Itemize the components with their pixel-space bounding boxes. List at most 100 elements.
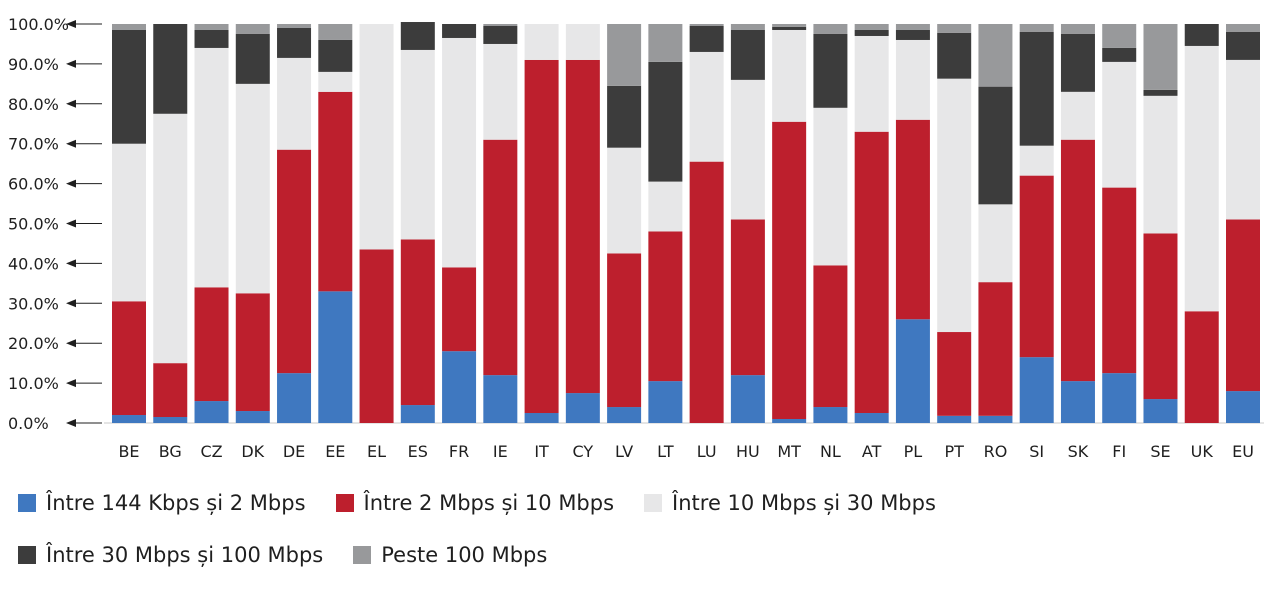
bar-segment — [1226, 219, 1260, 392]
bar-segment — [813, 107, 848, 266]
bar-segment — [813, 265, 848, 408]
legend-swatch — [644, 494, 663, 512]
bar-segment — [524, 413, 559, 423]
bar-segment — [854, 35, 889, 132]
bar-segment — [400, 22, 435, 50]
bar-segment — [194, 47, 229, 288]
bar-segment — [730, 24, 765, 30]
legend-label: Între 30 Mbps și 100 Mbps — [46, 543, 324, 567]
legend-item: Între 144 Kbps și 2 Mbps — [18, 488, 306, 518]
bar-segment — [1060, 91, 1095, 140]
bar-segment — [1019, 31, 1054, 146]
bar-segment — [813, 407, 848, 423]
bar-segment — [1143, 233, 1178, 400]
bar-segment — [194, 401, 229, 423]
x-tick-label: IE — [493, 442, 508, 461]
legend-row: Între 144 Kbps și 2 Mbps Între 2 Mbps și … — [18, 488, 1258, 518]
bar-segment — [1019, 145, 1054, 176]
legend-label: Peste 100 Mbps — [381, 543, 548, 567]
bar-segment — [1143, 95, 1178, 234]
y-tick-arrow-icon — [66, 299, 76, 308]
bar-segment — [1184, 45, 1219, 312]
x-tick-label: MT — [777, 442, 801, 461]
bar-segment — [607, 24, 642, 86]
x-tick-label: FR — [449, 442, 469, 461]
bar-segment — [483, 24, 518, 26]
y-tick-arrow-icon — [66, 99, 76, 108]
bar-segment — [813, 33, 848, 108]
bar-segment — [1102, 47, 1137, 62]
legend-row: Între 30 Mbps și 100 Mbps Peste 100 Mbps — [18, 540, 1258, 570]
y-tick-arrow-icon — [66, 419, 76, 427]
bar-segment — [648, 24, 683, 62]
chart-legend: Între 144 Kbps și 2 Mbps Între 2 Mbps și … — [18, 488, 1258, 592]
y-tick-label: 20.0% — [8, 334, 59, 353]
bar-segment — [772, 419, 807, 423]
bar-segment — [607, 85, 642, 148]
bar-segment — [112, 29, 146, 144]
y-tick-arrow-icon — [66, 219, 76, 228]
bar-segment — [607, 147, 642, 254]
bar-segment — [112, 143, 146, 302]
bar-segment — [565, 24, 600, 60]
bar-segment — [689, 24, 724, 26]
x-tick-label: SK — [1068, 442, 1089, 461]
legend-label: Între 144 Kbps și 2 Mbps — [46, 491, 306, 515]
x-tick-label: EL — [367, 442, 386, 461]
bar-segment — [730, 219, 765, 376]
bar-segment — [1143, 24, 1178, 90]
x-tick-label: BG — [159, 442, 182, 461]
bar-segment — [1226, 391, 1260, 423]
bar-segment — [607, 253, 642, 408]
y-axis: 0.0% 10.0% 20.0% 30.0% 40.0% 50.0% 60.0% 70.0% 8… — [8, 15, 102, 433]
y-tick-arrow-icon — [66, 339, 76, 348]
x-tick-label: EE — [325, 442, 345, 461]
bar-segment — [112, 415, 146, 423]
bar-segment — [730, 375, 765, 423]
bar-segment — [112, 301, 146, 416]
bar-segment — [112, 24, 146, 30]
bar-segment — [1226, 59, 1260, 220]
bar-segment — [937, 24, 972, 33]
x-tick-label: DE — [283, 442, 305, 461]
bar-segment — [1060, 33, 1095, 92]
bar-segment — [689, 161, 724, 423]
legend-item: Între 10 Mbps și 30 Mbps — [644, 488, 936, 518]
x-tick-label: DK — [241, 442, 264, 461]
bar-segment — [277, 24, 312, 28]
bar-segment — [978, 415, 1013, 423]
y-tick-label: 70.0% — [8, 135, 59, 154]
y-tick-label: 60.0% — [8, 175, 59, 194]
y-tick-arrow-icon — [66, 20, 76, 28]
bar-segment — [400, 239, 435, 406]
bar-segment — [895, 39, 930, 120]
bar-segment — [442, 24, 477, 38]
y-tick-label: 90.0% — [8, 55, 59, 74]
x-tick-label: PL — [904, 442, 923, 461]
bar-segment — [277, 57, 312, 150]
bar-segment — [318, 39, 353, 72]
x-tick-label: UK — [1191, 442, 1214, 461]
bar-segment — [442, 351, 477, 423]
legend-swatch — [18, 494, 36, 512]
x-tick-label: LT — [657, 442, 674, 461]
y-tick-arrow-icon — [66, 59, 76, 68]
x-tick-label: EU — [1232, 442, 1254, 461]
bar-segment — [607, 407, 642, 423]
bar-segment — [1184, 24, 1219, 46]
y-tick-label: 30.0% — [8, 294, 59, 313]
x-tick-label: SI — [1029, 442, 1044, 461]
bar-segment — [1143, 89, 1178, 96]
bar-segment — [1184, 311, 1219, 423]
y-tick-label: 100.0% — [8, 15, 69, 34]
bar-segment — [1019, 24, 1054, 32]
y-tick-label: 0.0% — [8, 414, 49, 433]
legend-item: Între 2 Mbps și 10 Mbps — [335, 488, 614, 518]
bar-segment — [1019, 175, 1054, 358]
bar-segment — [772, 29, 807, 122]
bar-segment — [235, 293, 270, 412]
y-tick-label: 10.0% — [8, 374, 59, 393]
x-tick-label: SE — [1150, 442, 1170, 461]
bar-segment — [483, 139, 518, 376]
stacked-bar-chart: 0.0% 10.0% 20.0% 30.0% 40.0% 50.0% 60.0% 70.0% 8… — [8, 15, 1264, 567]
